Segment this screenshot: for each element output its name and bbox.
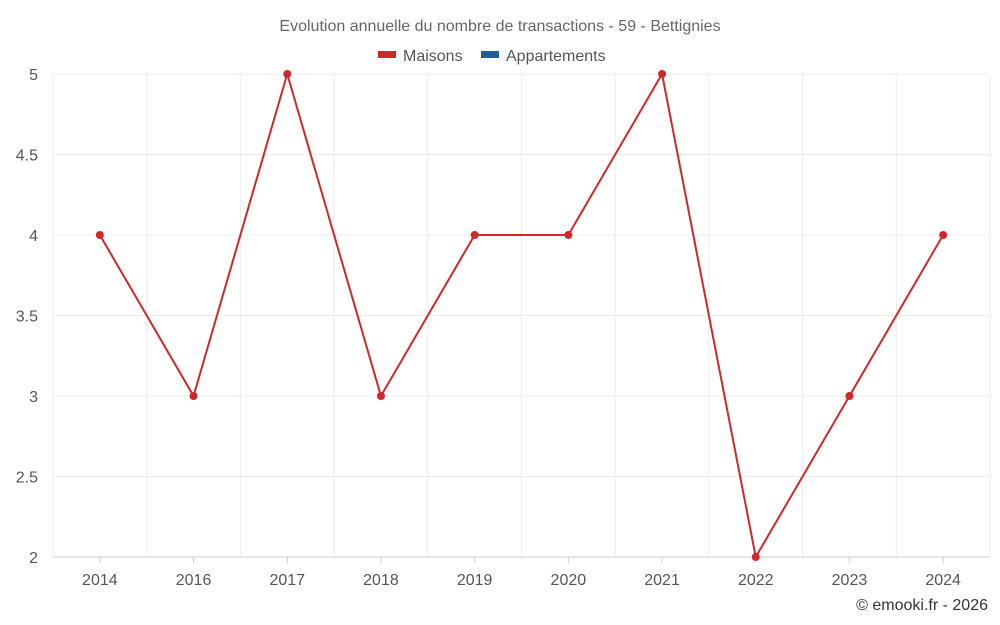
series-maisons <box>95 70 948 561</box>
legend: Maisons Appartements <box>378 48 606 65</box>
x-tick-label: 2017 <box>269 572 305 589</box>
x-tick-label: 2022 <box>738 572 774 589</box>
y-tick-label: 5 <box>29 67 38 84</box>
y-tick-label: 4 <box>29 228 38 245</box>
y-tick-label: 2.5 <box>16 470 38 487</box>
y-tick-label: 3 <box>29 389 38 406</box>
x-tick-label: 2023 <box>832 572 868 589</box>
x-tick-label: 2020 <box>551 572 587 589</box>
y-tick-label: 4.5 <box>16 148 38 165</box>
data-point[interactable] <box>939 231 948 239</box>
grid <box>52 73 991 557</box>
data-point[interactable] <box>564 231 573 239</box>
data-point[interactable] <box>658 70 667 78</box>
x-tick-label: 2016 <box>176 572 212 589</box>
data-point[interactable] <box>376 392 385 400</box>
y-tick-label: 2 <box>29 550 38 567</box>
legend-swatch-appartements[interactable] <box>481 51 499 58</box>
data-point[interactable] <box>189 392 198 400</box>
data-point[interactable] <box>283 70 292 78</box>
credit-text: © emooki.fr - 2026 <box>856 597 988 614</box>
x-tick-label: 2014 <box>82 572 118 589</box>
legend-label-appartements[interactable]: Appartements <box>506 48 606 65</box>
x-tick-label: 2018 <box>363 572 399 589</box>
chart-title: Evolution annuelle du nombre de transact… <box>279 18 720 35</box>
x-tick-label: 2021 <box>644 572 680 589</box>
series-line-maisons <box>98 73 945 558</box>
x-tick-label: 2024 <box>925 572 961 589</box>
data-point[interactable] <box>470 231 479 239</box>
data-point[interactable] <box>845 392 854 400</box>
y-tick-label: 3.5 <box>16 309 38 326</box>
data-point[interactable] <box>751 553 760 561</box>
axes: 2 2.5 3 3.5 4 4.5 5 2014 2016 2017 2018 2019 2020 202… <box>16 67 990 589</box>
legend-label-maisons[interactable]: Maisons <box>403 48 463 65</box>
legend-swatch-maisons[interactable] <box>378 51 396 58</box>
data-point[interactable] <box>95 231 104 239</box>
x-tick-label: 2019 <box>457 572 493 589</box>
